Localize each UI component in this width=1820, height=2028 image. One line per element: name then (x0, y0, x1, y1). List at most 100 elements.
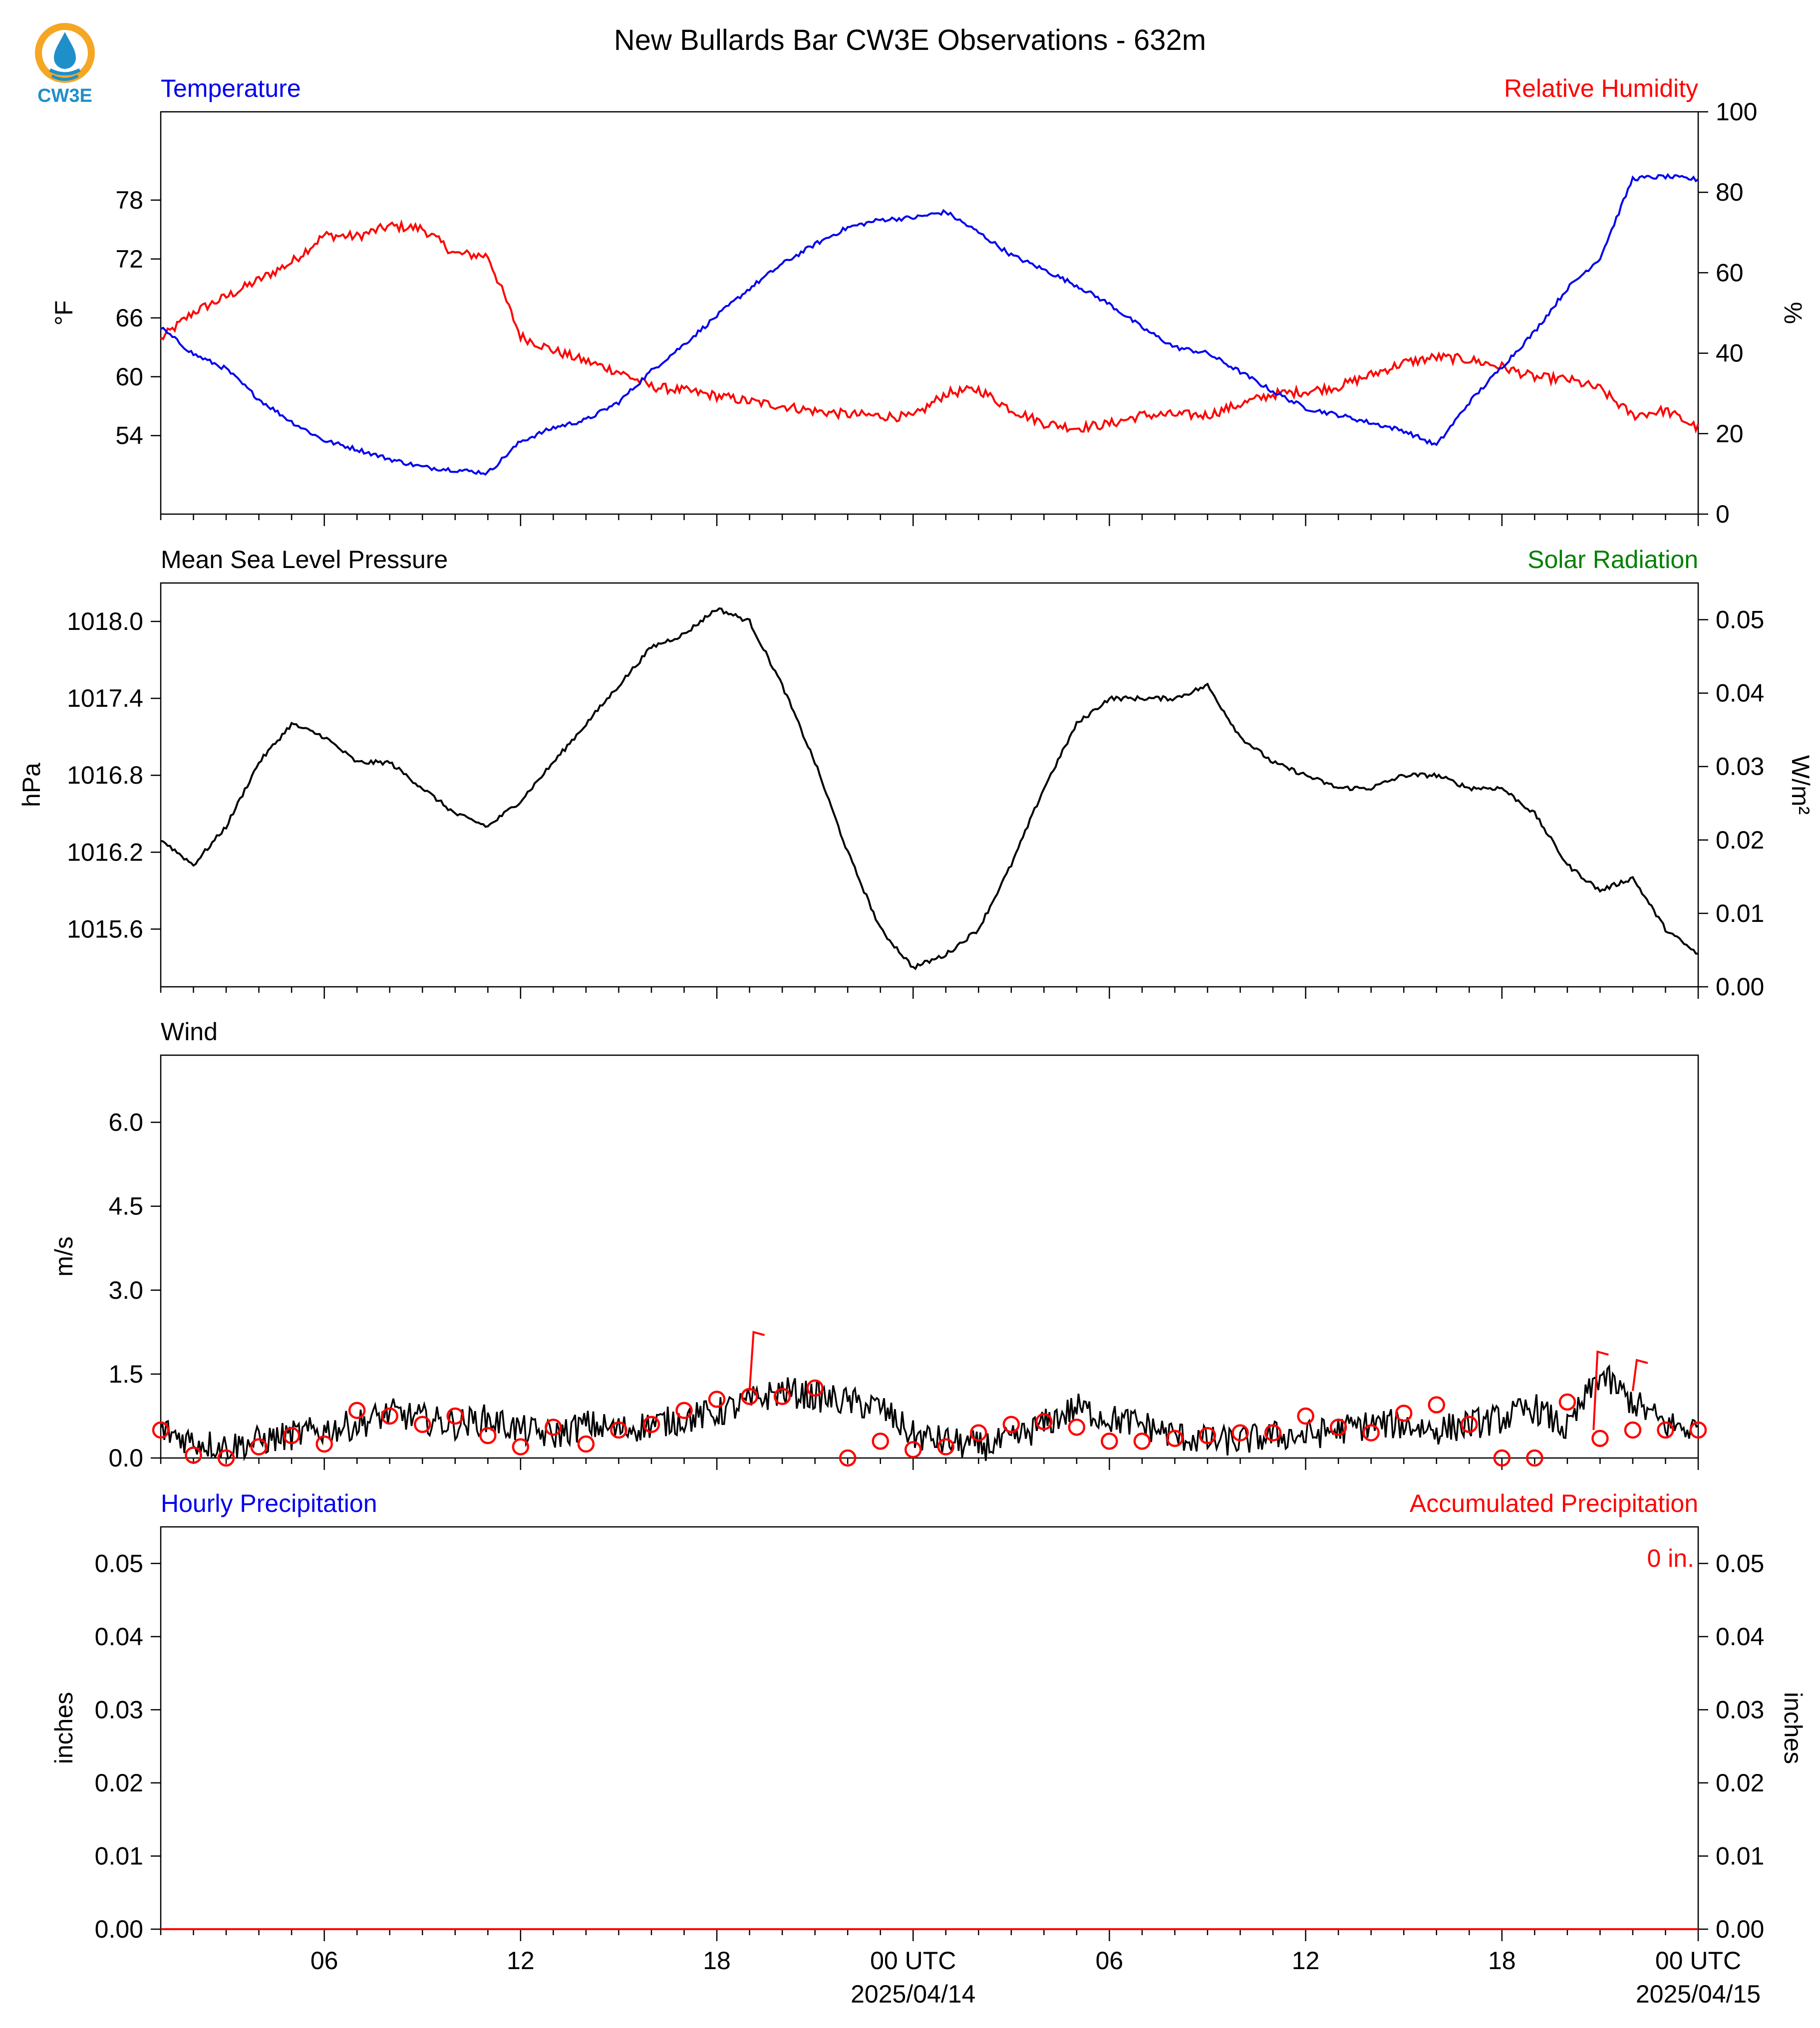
y-tick-label: 0.05 (95, 1549, 143, 1577)
wind-barb (1592, 1350, 1609, 1431)
wind-marker (250, 1438, 268, 1455)
x-tick-label: 12 (507, 1947, 535, 1975)
wind-marker (1231, 1424, 1249, 1442)
wind-marker (773, 1388, 791, 1405)
plot-frame (160, 582, 1699, 988)
x-tick-label: 06 (1096, 1947, 1124, 1975)
y-tick-label: 54 (115, 422, 143, 450)
wind-marker (970, 1424, 987, 1442)
panel-4: Hourly Precipitation Accumulated Precipit… (50, 1489, 1807, 1943)
y-tick-label: 72 (115, 245, 143, 273)
wind-marker (1329, 1419, 1347, 1436)
y2-tick-label: 0 (1716, 500, 1730, 528)
wind-marker (1035, 1413, 1053, 1431)
y2-tick-label: 20 (1716, 420, 1744, 448)
y2-tick-label: 0.00 (1716, 1915, 1764, 1943)
wind-marker (545, 1419, 562, 1436)
wind-marker (872, 1433, 889, 1450)
y-tick-label: 0.01 (95, 1842, 143, 1870)
wind-marker (904, 1441, 922, 1458)
y-axis-label: m/s (50, 1236, 78, 1277)
y2-axis-label: % (1779, 302, 1807, 324)
wind-marker (1133, 1433, 1151, 1450)
y-tick-label: 0.00 (95, 1915, 143, 1943)
wind-marker (1657, 1421, 1674, 1439)
y-tick-label: 1018.0 (67, 607, 143, 635)
plot-frame (160, 1526, 1699, 1930)
panel-3: Wind 6.0 4.5 3.0 1.5 0.0 m/s (50, 1018, 1707, 1472)
x-tick-label: 00 UTC (870, 1947, 956, 1975)
y-axis-label: °F (50, 300, 78, 326)
wind-marker (512, 1438, 530, 1455)
wind-marker (1624, 1421, 1642, 1439)
wind-marker (1591, 1430, 1609, 1448)
wind-marker (217, 1449, 235, 1467)
x-tick-label: 18 (1488, 1947, 1516, 1975)
y-tick-label: 1016.2 (67, 838, 143, 866)
temperature-line (160, 173, 1699, 476)
y2-tick-label: 0.04 (1716, 679, 1764, 707)
humidity-line (160, 219, 1699, 434)
wind-barb (1631, 1359, 1648, 1391)
panel-title-left: Wind (161, 1018, 218, 1046)
panel-title-left: Mean Sea Level Pressure (161, 546, 448, 574)
wind-marker (1101, 1433, 1118, 1450)
wind-marker (708, 1391, 726, 1408)
wind-marker (348, 1402, 366, 1419)
y-tick-label: 3.0 (108, 1276, 143, 1304)
wind-marker (642, 1416, 660, 1433)
logo-text: CW3E (37, 85, 92, 105)
y2-tick-label: 40 (1716, 339, 1744, 367)
y2-tick-label: 0.02 (1716, 1769, 1764, 1797)
wind-marker (479, 1427, 497, 1445)
wind-marker (675, 1402, 693, 1419)
panel-title-left: Temperature (161, 74, 301, 102)
y2-tick-label: 80 (1716, 178, 1744, 206)
wind-marker (283, 1427, 301, 1445)
y-tick-label: 1016.8 (67, 761, 143, 789)
wind-marker (839, 1449, 857, 1467)
y-tick-label: 66 (115, 304, 143, 332)
x-tick-label: 00 UTC (1655, 1947, 1741, 1975)
wind-speed-line (160, 1364, 1699, 1461)
panel-title-right: Solar Radiation (1527, 546, 1698, 574)
y2-tick-label: 0.03 (1716, 1696, 1764, 1724)
wind-barb (748, 1331, 765, 1391)
wind-marker (185, 1447, 202, 1464)
panel-2: Mean Sea Level Pressure Solar Radiation 10… (17, 546, 1815, 1001)
wind-marker (1199, 1427, 1216, 1445)
wind-marker (806, 1379, 824, 1397)
y-tick-label: 0.03 (95, 1696, 143, 1724)
wind-marker (1264, 1424, 1282, 1442)
wind-marker (315, 1435, 333, 1453)
wind-marker (381, 1407, 398, 1425)
x-tick-label: 18 (703, 1947, 731, 1975)
plot-frame (160, 1054, 1699, 1459)
y2-tick-label: 0.04 (1716, 1623, 1764, 1651)
y-tick-label: 0.04 (95, 1623, 143, 1651)
y2-tick-label: 100 (1716, 98, 1757, 126)
y2-tick-label: 0.01 (1716, 899, 1764, 927)
x-date-label: 2025/04/14 (851, 1980, 975, 2008)
y-axis-label: inches (50, 1692, 78, 1764)
wind-marker (152, 1421, 170, 1439)
cw3e-drop-logo-icon: CW3E (35, 23, 95, 105)
pressure-line (160, 607, 1699, 970)
wind-marker (1428, 1396, 1445, 1414)
y-tick-label: 6.0 (108, 1109, 143, 1137)
wind-marker (610, 1421, 627, 1439)
y-tick-label: 78 (115, 186, 143, 214)
wind-marker (1068, 1419, 1086, 1436)
wind-marker (414, 1416, 431, 1433)
x-tick-label: 12 (1292, 1947, 1320, 1975)
chart-title: New Bullards Bar CW3E Observations - 632… (614, 24, 1206, 56)
x-tick-label: 06 (310, 1947, 338, 1975)
y2-tick-label: 0.05 (1716, 1549, 1764, 1577)
plot-frame (160, 111, 1699, 515)
y-tick-label: 1017.4 (67, 684, 143, 712)
y-axis-label: hPa (17, 763, 45, 807)
wind-marker (1526, 1449, 1543, 1467)
y-tick-label: 0.02 (95, 1769, 143, 1797)
wind-marker (446, 1407, 464, 1425)
y-tick-label: 1015.6 (67, 915, 143, 943)
